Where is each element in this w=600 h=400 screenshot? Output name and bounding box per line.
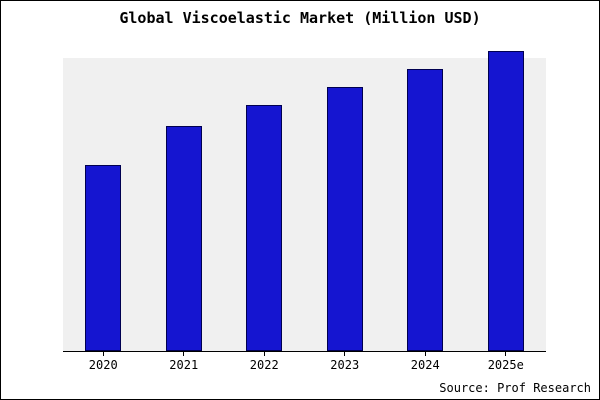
x-axis-tick [102,352,104,356]
bar-2023 [326,87,363,351]
bar-2021 [165,126,202,351]
x-axis-tick [263,352,265,356]
bar-slot [385,58,466,351]
x-axis-label-2024: 2024 [410,358,440,372]
x-axis-cell: 2021 [144,352,225,372]
x-axis-label-2022: 2022 [249,358,279,372]
x-axis-label-2023: 2023 [330,358,360,372]
bar-2022 [246,105,283,351]
bar-2020 [85,165,122,351]
x-axis-cell: 2025e [466,352,547,372]
bar-slot [144,58,225,351]
bar-2025e [487,51,524,351]
x-axis-label-2021: 2021 [169,358,199,372]
bar-slot [63,58,144,351]
x-axis-labels: 2020 2021 2022 2023 2024 2025e [63,352,546,372]
x-axis-tick [424,352,426,356]
x-axis-tick [505,352,507,356]
bars-container [63,51,547,351]
x-axis-tick [183,352,185,356]
source-caption: Source: Prof Research [439,381,591,395]
bar-slot [224,58,305,351]
plot-area [63,51,547,352]
bar-2024 [407,69,444,351]
x-axis-cell: 2020 [63,352,144,372]
x-axis-label-2025e: 2025e [487,358,524,372]
bar-slot [305,58,386,351]
x-axis-cell: 2022 [224,352,305,372]
x-axis-cell: 2024 [385,352,466,372]
bar-slot [466,51,547,351]
chart-title: Global Viscoelastic Market (Million USD) [119,9,481,27]
x-axis-cell: 2023 [305,352,386,372]
x-axis-tick [344,352,346,356]
x-axis-label-2020: 2020 [88,358,118,372]
